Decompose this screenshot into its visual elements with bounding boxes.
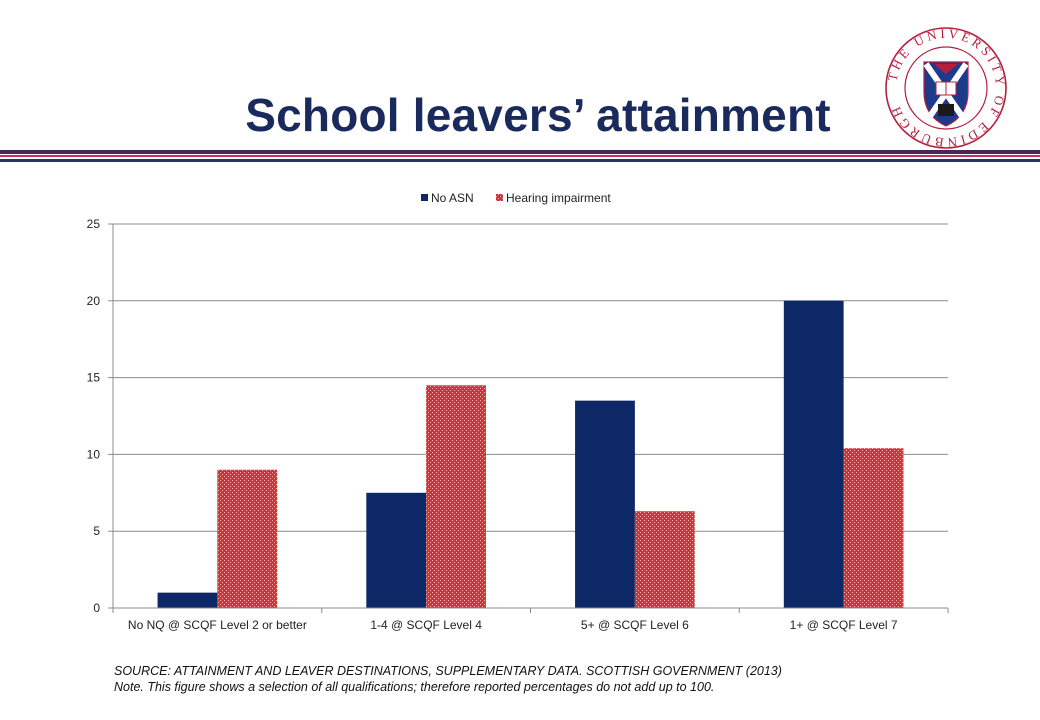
x-tick-label: 1-4 @ SCQF Level 4 [370, 618, 482, 632]
bar-no-asn [157, 592, 218, 608]
bar-hearing-impairment [634, 511, 695, 608]
chart-legend: No ASN Hearing impairment [421, 191, 611, 205]
y-tick-label: 10 [87, 447, 101, 461]
legend-label: No ASN [431, 191, 474, 205]
source-citation: SOURCE: ATTAINMENT AND LEAVER DESTINATIO… [114, 664, 782, 678]
bar-hearing-impairment [843, 448, 904, 608]
legend-swatch-hearing-impairment [496, 194, 503, 201]
y-tick-label: 15 [87, 371, 101, 385]
y-tick-label: 0 [93, 601, 100, 615]
crest-shield [923, 61, 969, 127]
bar-no-asn [575, 400, 635, 608]
header-rule-middle [0, 155, 1040, 157]
legend-swatch-no-asn [421, 194, 428, 201]
y-tick-label: 5 [93, 524, 100, 538]
x-axis-tick-labels: No NQ @ SCQF Level 2 or better 1-4 @ SCQF… [128, 618, 898, 632]
x-tick-label: No NQ @ SCQF Level 2 or better [128, 618, 307, 632]
y-tick-label: 20 [87, 294, 101, 308]
bar-hearing-impairment [217, 469, 278, 608]
slide-title: School leavers’ attainment [245, 89, 831, 141]
bar-hearing-impairment [426, 385, 486, 608]
header-rule-bottom [0, 159, 1040, 162]
bar-no-asn [366, 492, 427, 608]
bar-no-asn [783, 300, 844, 608]
x-tick-label: 1+ @ SCQF Level 7 [790, 618, 898, 632]
header-rule-top [0, 150, 1040, 154]
legend-label: Hearing impairment [506, 191, 611, 205]
y-axis-tick-labels: 0 5 10 15 20 25 [87, 217, 101, 615]
university-crest-logo: THE UNIVERSITY OF EDINBURGH [884, 26, 1007, 150]
x-tick-label: 5+ @ SCQF Level 6 [581, 618, 689, 632]
chart-bars [157, 300, 904, 608]
source-footnote: SOURCE: ATTAINMENT AND LEAVER DESTINATIO… [114, 663, 1014, 695]
note-text: Note. This figure shows a selection of a… [114, 680, 715, 694]
y-tick-label: 25 [87, 217, 101, 231]
chart-axes [108, 223, 949, 613]
